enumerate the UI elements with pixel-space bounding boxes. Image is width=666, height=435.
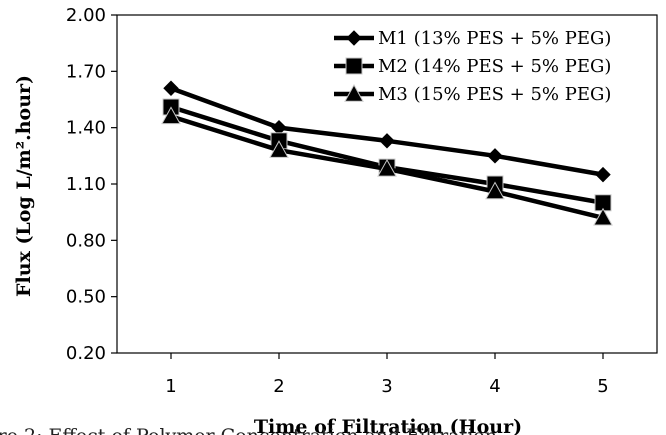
data-point-triangle — [485, 181, 505, 200]
legend-label: M1 (13% PES + 5% PEG) — [378, 28, 611, 49]
y-tick-label: 0.20 — [66, 343, 106, 364]
y-axis-ticks: 0.20 0.50 0.80 1.10 1.40 1.70 2.00 — [66, 5, 117, 364]
data-point-triangle — [377, 158, 397, 177]
y-tick-label: 2.00 — [66, 5, 106, 26]
legend-label: M3 (15% PES + 5% PEG) — [378, 84, 611, 105]
data-point-triangle — [593, 207, 613, 226]
legend-item: M3 (15% PES + 5% PEG) — [334, 83, 611, 105]
legend-item: M2 (14% PES + 5% PEG) — [334, 56, 611, 77]
figure-caption: Figure 2: Effect of Polymer Concentratio… — [0, 425, 497, 435]
series-1 — [163, 80, 611, 183]
legend-marker-square — [345, 57, 363, 75]
y-tick-label: 1.70 — [66, 61, 106, 82]
data-point-diamond — [379, 133, 395, 149]
x-tick-label: 4 — [489, 376, 500, 397]
legend-label: M2 (14% PES + 5% PEG) — [378, 56, 611, 77]
x-tick-label: 3 — [381, 376, 392, 397]
x-tick-label: 2 — [273, 376, 284, 397]
x-axis-ticks: 1 2 3 4 5 — [165, 353, 609, 397]
series-2 — [162, 98, 612, 212]
y-tick-label: 0.50 — [66, 287, 106, 308]
legend-marker-diamond — [346, 30, 362, 46]
y-tick-label: 1.10 — [66, 174, 106, 195]
data-point-diamond — [595, 166, 611, 183]
data-point-diamond — [163, 80, 179, 96]
series-line — [170, 104, 604, 205]
data-point-triangle — [269, 140, 289, 158]
series-layer — [161, 80, 613, 226]
x-axis-title: Time of Filtration (Hour) — [254, 416, 522, 435]
legend-marker-triangle — [344, 83, 364, 102]
y-tick-label: 1.40 — [66, 118, 106, 139]
data-point-diamond — [487, 148, 503, 164]
data-point-triangle — [161, 106, 181, 125]
legend: M1 (13% PES + 5% PEG) M2 (14% PES + 5% PE… — [334, 28, 611, 105]
y-tick-label: 0.80 — [66, 230, 106, 251]
y-axis-title: Flux (Log L/m².hour) — [13, 75, 35, 297]
legend-item: M1 (13% PES + 5% PEG) — [334, 28, 611, 49]
x-tick-label: 1 — [165, 376, 176, 397]
x-tick-label: 5 — [597, 376, 608, 397]
series-3 — [161, 106, 613, 226]
